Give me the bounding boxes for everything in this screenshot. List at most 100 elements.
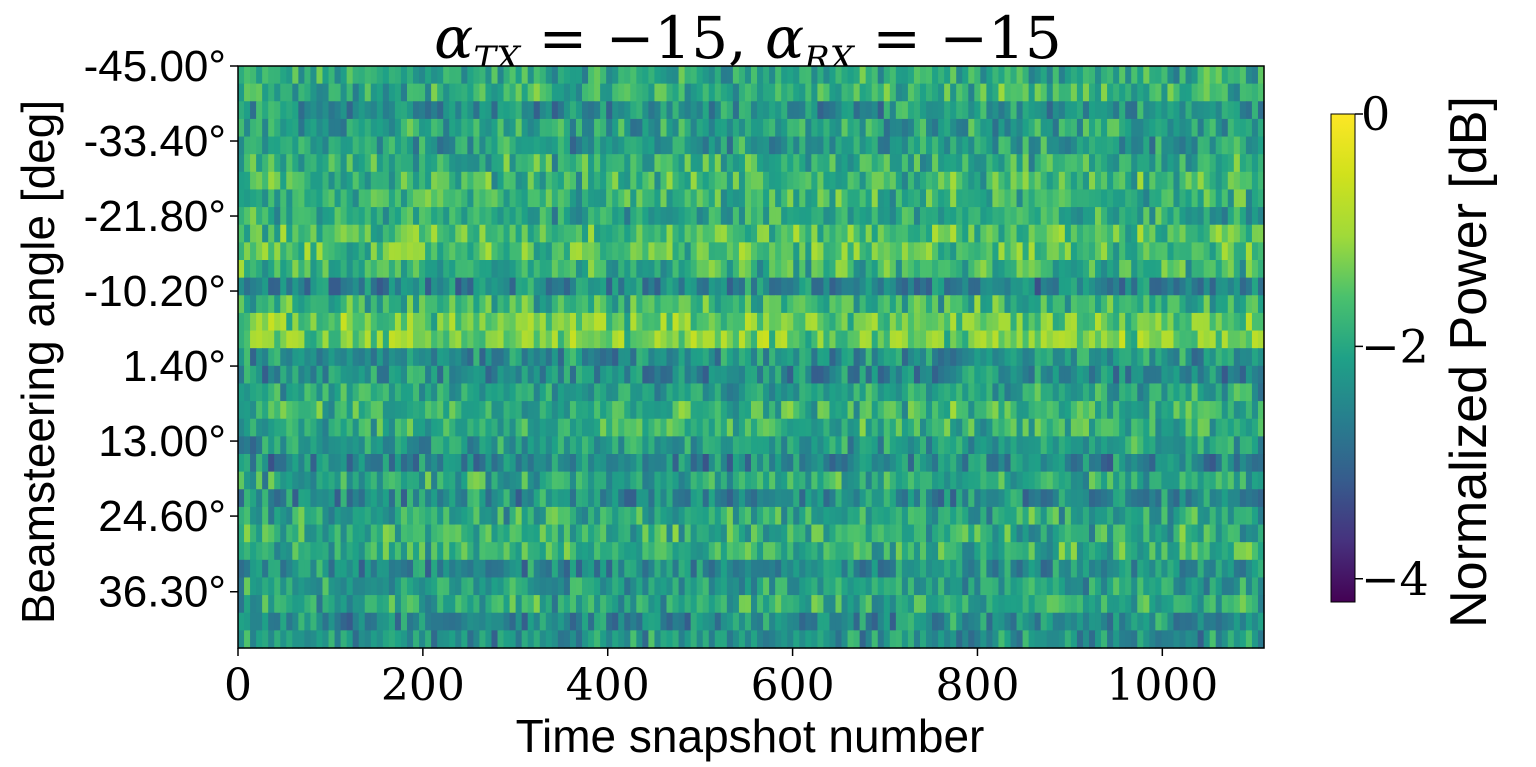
heatmap-cell (666, 454, 674, 473)
heatmap-cell (720, 559, 728, 579)
heatmap-cell (974, 224, 981, 243)
heatmap-cell (238, 224, 245, 243)
heatmap-cell (757, 542, 764, 561)
heatmap-cell (298, 348, 305, 367)
heatmap-cell (714, 171, 722, 191)
heatmap-cell (841, 365, 849, 385)
heatmap-cell (1197, 83, 1205, 102)
heatmap-cell (370, 207, 378, 226)
heatmap-cell (557, 154, 565, 173)
heatmap-cell (527, 559, 535, 579)
heatmap-cell (376, 101, 384, 120)
heatmap-cell (1233, 365, 1241, 385)
heatmap-cell (1095, 401, 1102, 420)
heatmap-cell (612, 154, 619, 173)
heatmap-cell (527, 136, 535, 155)
heatmap-cell (394, 401, 402, 420)
heatmap-cell (280, 242, 287, 261)
heatmap-cell (256, 260, 263, 279)
heatmap-cell (1137, 542, 1144, 561)
heatmap-cell (388, 401, 396, 420)
heatmap-cell (1251, 242, 1259, 261)
heatmap-cell (624, 454, 631, 473)
heatmap-cell (696, 189, 704, 208)
heatmap-cell (1149, 154, 1156, 173)
heatmap-cell (630, 224, 637, 243)
heatmap-cell (238, 118, 245, 138)
heatmap-cell (1010, 489, 1018, 508)
heatmap-cell (382, 189, 390, 208)
heatmap-cell (352, 577, 360, 596)
heatmap-cell (1119, 277, 1126, 296)
heatmap-cell (660, 542, 668, 561)
heatmap-cell (539, 277, 547, 296)
heatmap-cell (298, 101, 305, 120)
heatmap-cell (642, 418, 649, 437)
heatmap-cell (1239, 207, 1247, 226)
heatmap-cell (250, 260, 257, 279)
heatmap-cell (1179, 154, 1187, 173)
heatmap-cell (654, 365, 662, 385)
heatmap-cell (316, 66, 324, 85)
heatmap-cell (1149, 471, 1156, 490)
heatmap-cell (708, 66, 716, 85)
heatmap-cell (781, 207, 788, 226)
heatmap-cell (889, 330, 897, 349)
heatmap-cell (1179, 454, 1187, 473)
heatmap-cell (938, 436, 945, 455)
heatmap-cell (1131, 489, 1138, 508)
heatmap-cell (926, 277, 933, 296)
heatmap-cell (793, 101, 800, 120)
heatmap-cell (575, 365, 583, 385)
heatmap-cell (859, 207, 867, 226)
heatmap-cell (1119, 542, 1126, 561)
heatmap-cell (1233, 383, 1241, 402)
heatmap-cell (986, 242, 994, 261)
heatmap-cell (1101, 295, 1108, 314)
heatmap-cell (473, 154, 481, 173)
heatmap-cell (606, 330, 613, 349)
heatmap-cell (1058, 171, 1066, 191)
heatmap-cell (793, 524, 800, 543)
heatmap-cell (1034, 260, 1042, 279)
heatmap-cell (431, 207, 438, 226)
heatmap-cell (847, 401, 855, 420)
heatmap-cell (769, 330, 776, 349)
heatmap-cell (382, 506, 390, 526)
heatmap-cell (606, 506, 613, 526)
heatmap-cell (1010, 118, 1018, 138)
heatmap-cell (859, 312, 867, 332)
heatmap-cell (702, 330, 710, 349)
heatmap-cell (636, 189, 643, 208)
heatmap-cell (708, 401, 716, 420)
heatmap-cell (431, 454, 438, 473)
heatmap-cell (569, 471, 577, 490)
heatmap-cell (1107, 454, 1114, 473)
heatmap-cell (244, 101, 251, 120)
heatmap-cell (1245, 83, 1253, 102)
heatmap-cell (268, 542, 275, 561)
heatmap-cell (956, 454, 963, 473)
heatmap-cell (654, 260, 662, 279)
heatmap-cell (316, 83, 324, 102)
heatmap-cell (292, 348, 299, 367)
heatmap-cell (666, 83, 674, 102)
heatmap-cell (606, 136, 613, 155)
heatmap-cell (757, 524, 764, 543)
heatmap-cell (871, 118, 879, 138)
heatmap-cell (799, 83, 806, 102)
heatmap-cell (974, 365, 981, 385)
heatmap-cell (636, 524, 643, 543)
heatmap-cell (642, 506, 649, 526)
heatmap-cell (968, 66, 975, 85)
heatmap-cell (551, 66, 559, 85)
heatmap-cell (1245, 277, 1253, 296)
heatmap-cell (811, 154, 818, 173)
heatmap-cell (1016, 489, 1024, 508)
heatmap-cell (1203, 83, 1211, 102)
heatmap-cell (388, 418, 396, 437)
heatmap-cell (1131, 83, 1138, 102)
heatmap-cell (352, 101, 360, 120)
heatmap-cell (431, 542, 438, 561)
heatmap-cell (1227, 506, 1235, 526)
